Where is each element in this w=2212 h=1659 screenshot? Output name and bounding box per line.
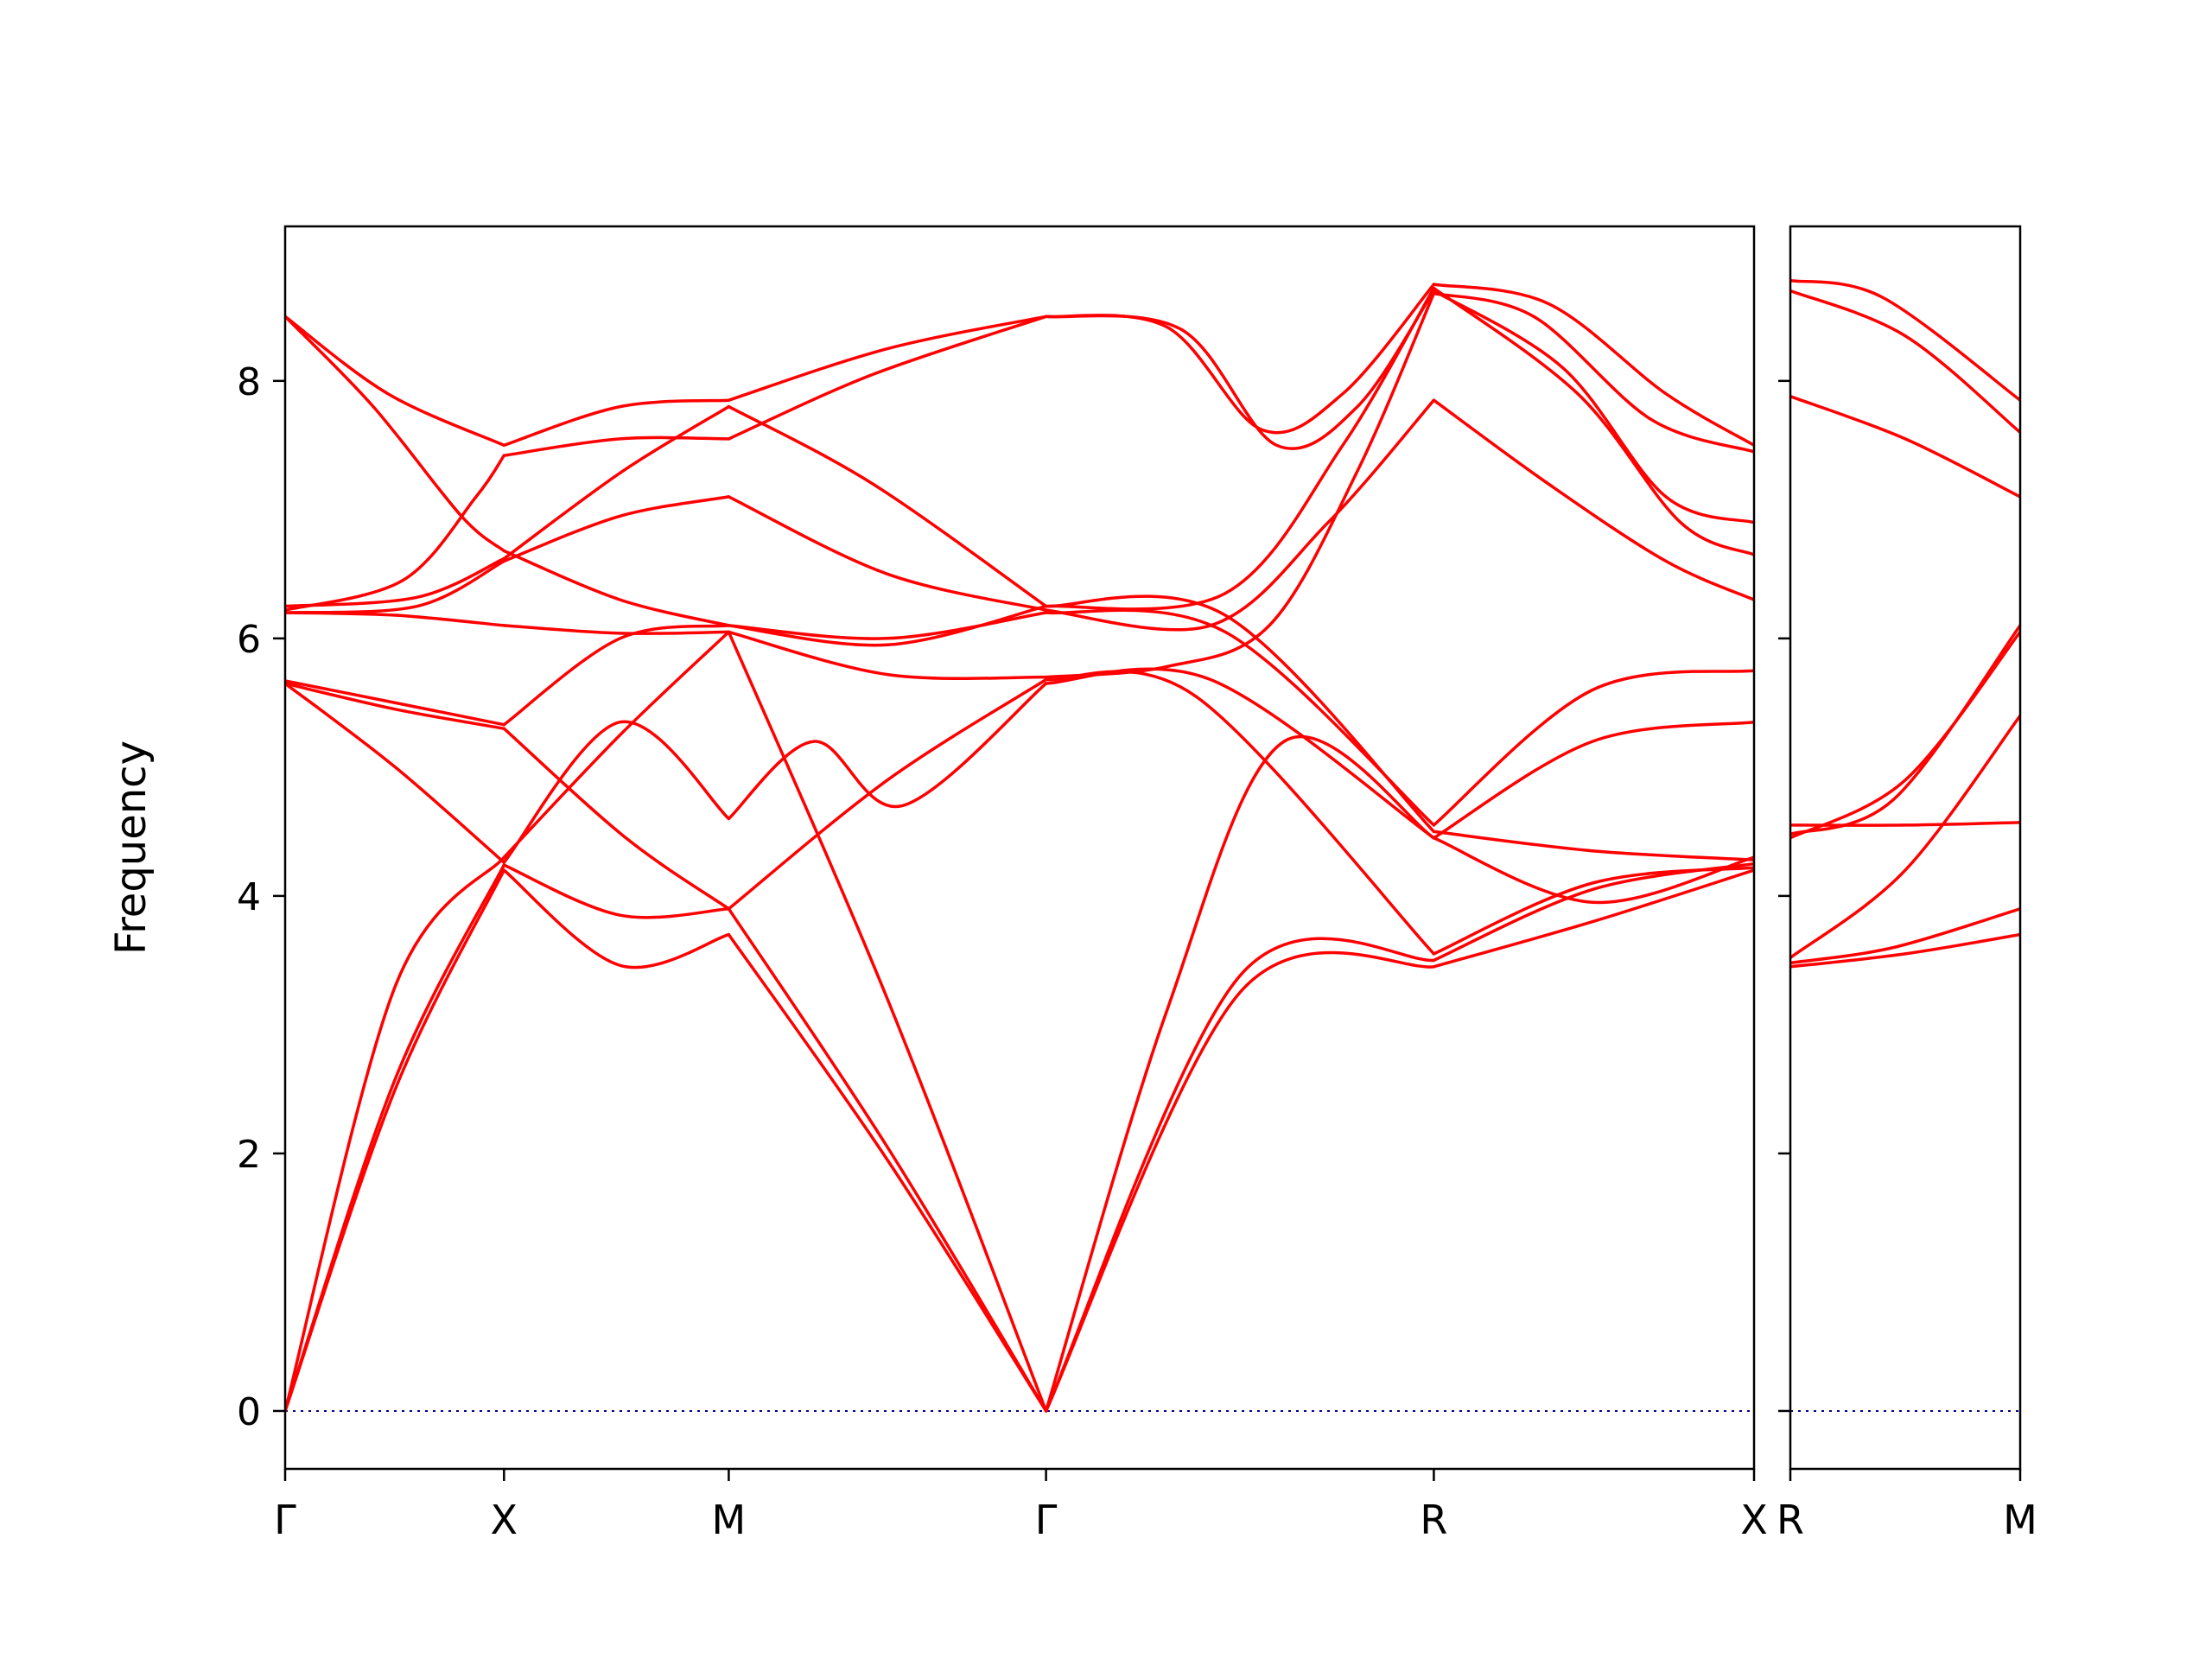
band-line	[1432, 868, 1754, 969]
band-line	[1432, 861, 1754, 963]
panel-main: Γ X M Γ R X 0 2 4 6 8	[237, 225, 1768, 1543]
band-line	[1790, 714, 2020, 960]
band-line	[1790, 394, 2020, 499]
band-line	[727, 315, 1048, 402]
band-line	[502, 549, 731, 627]
band-line	[727, 677, 1048, 911]
band-line	[1790, 624, 2020, 836]
y-tick-label: 0	[237, 1390, 261, 1434]
x-tick-label: R	[1777, 1497, 1804, 1543]
band-line	[1044, 398, 1436, 632]
y-tick-label: 8	[237, 360, 261, 404]
band-line	[502, 398, 731, 448]
band-line	[727, 604, 1048, 647]
band-line	[285, 682, 506, 730]
band-line	[502, 727, 731, 911]
band-line	[285, 454, 506, 612]
y-axis-title: Frequency	[107, 741, 156, 955]
x-tick-label: M	[712, 1497, 747, 1543]
band-line	[727, 611, 1048, 640]
band-line	[727, 907, 1048, 1413]
band-line	[502, 720, 731, 864]
band-line	[285, 611, 506, 627]
band-line	[727, 932, 1048, 1413]
band-line	[1432, 283, 1754, 448]
band-line	[1432, 720, 1754, 840]
band-line	[285, 315, 506, 553]
x-tick-label: X	[1740, 1497, 1768, 1543]
band-line	[1432, 291, 1754, 454]
y-tick-label: 2	[237, 1133, 261, 1177]
band-line	[1790, 821, 2020, 827]
band-line	[1790, 907, 2020, 965]
x-tick-label: Γ	[1035, 1497, 1058, 1543]
band-line	[1432, 830, 1754, 861]
band-line	[285, 682, 506, 864]
y-tick-label: 6	[237, 618, 261, 662]
axes-frame	[1789, 225, 2022, 1471]
band-line	[502, 863, 731, 919]
band-line	[502, 624, 731, 635]
axes-frame	[283, 225, 1756, 1471]
band-line	[502, 404, 731, 561]
band-line	[502, 868, 731, 969]
band-line	[1790, 289, 2020, 435]
band-line	[1790, 278, 2020, 402]
band-line	[1432, 866, 1754, 956]
x-tick-label: R	[1420, 1497, 1447, 1543]
band-line	[502, 630, 731, 859]
band-line	[285, 315, 506, 448]
band-line	[727, 495, 1048, 612]
band-line	[1432, 398, 1754, 601]
band-line	[1044, 283, 1436, 435]
band-line	[285, 863, 506, 1413]
band-line	[1044, 670, 1436, 956]
band-line	[502, 435, 731, 457]
x-tick-label: M	[2003, 1497, 2037, 1543]
band-line	[1044, 667, 1436, 840]
band-line	[285, 559, 506, 614]
band-line	[502, 495, 731, 563]
band-line	[1044, 286, 1436, 611]
band-line	[1432, 286, 1754, 556]
band-line	[727, 630, 1048, 681]
band-line	[727, 404, 1048, 608]
band-line	[285, 855, 506, 1413]
y-tick-label: 4	[237, 875, 261, 919]
x-tick-label: Γ	[274, 1497, 296, 1543]
band-line	[502, 624, 731, 727]
band-line	[727, 315, 1048, 441]
band-line	[285, 556, 506, 608]
band-line	[285, 679, 506, 727]
band-line	[1044, 734, 1436, 1413]
band-line	[1432, 289, 1754, 524]
band-line	[1790, 932, 2020, 969]
x-tick-label: X	[491, 1497, 518, 1543]
band-line	[1044, 950, 1436, 1413]
band-line	[1790, 630, 2020, 840]
band-line	[727, 682, 1048, 821]
band-line	[1044, 937, 1436, 1413]
band-line	[727, 630, 1048, 1413]
band-line	[1044, 289, 1436, 450]
band-line	[1432, 669, 1754, 827]
band-line	[1044, 291, 1436, 679]
band-line	[285, 868, 506, 1413]
band-line	[1432, 836, 1754, 905]
band-line	[1044, 594, 1436, 834]
